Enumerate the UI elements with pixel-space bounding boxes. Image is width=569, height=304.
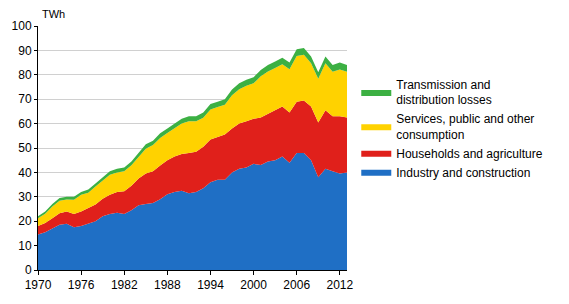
svg-text:0: 0	[25, 263, 32, 277]
svg-text:2012: 2012	[326, 278, 353, 292]
svg-text:90: 90	[18, 44, 32, 58]
svg-text:Transmission anddistribution l: Transmission anddistribution losses	[396, 78, 491, 108]
svg-text:Services, public and othercons: Services, public and otherconsumption	[396, 112, 534, 142]
svg-text:1994: 1994	[197, 278, 224, 292]
svg-text:100: 100	[12, 19, 32, 33]
svg-text:20: 20	[18, 214, 32, 228]
svg-text:2000: 2000	[240, 278, 267, 292]
svg-text:40: 40	[18, 166, 32, 180]
svg-text:30: 30	[18, 190, 32, 204]
svg-text:TWh: TWh	[42, 8, 65, 20]
svg-text:70: 70	[18, 92, 32, 106]
svg-text:80: 80	[18, 68, 32, 82]
svg-text:10: 10	[18, 239, 32, 253]
svg-text:1988: 1988	[154, 278, 181, 292]
svg-text:2006: 2006	[283, 278, 310, 292]
svg-text:50: 50	[18, 141, 32, 155]
svg-text:1982: 1982	[111, 278, 138, 292]
svg-text:1976: 1976	[68, 278, 95, 292]
svg-text:Households and agriculture: Households and agriculture	[396, 147, 542, 161]
svg-text:60: 60	[18, 117, 32, 131]
svg-text:1970: 1970	[25, 278, 52, 292]
svg-text:Industry and construction: Industry and construction	[396, 166, 530, 180]
